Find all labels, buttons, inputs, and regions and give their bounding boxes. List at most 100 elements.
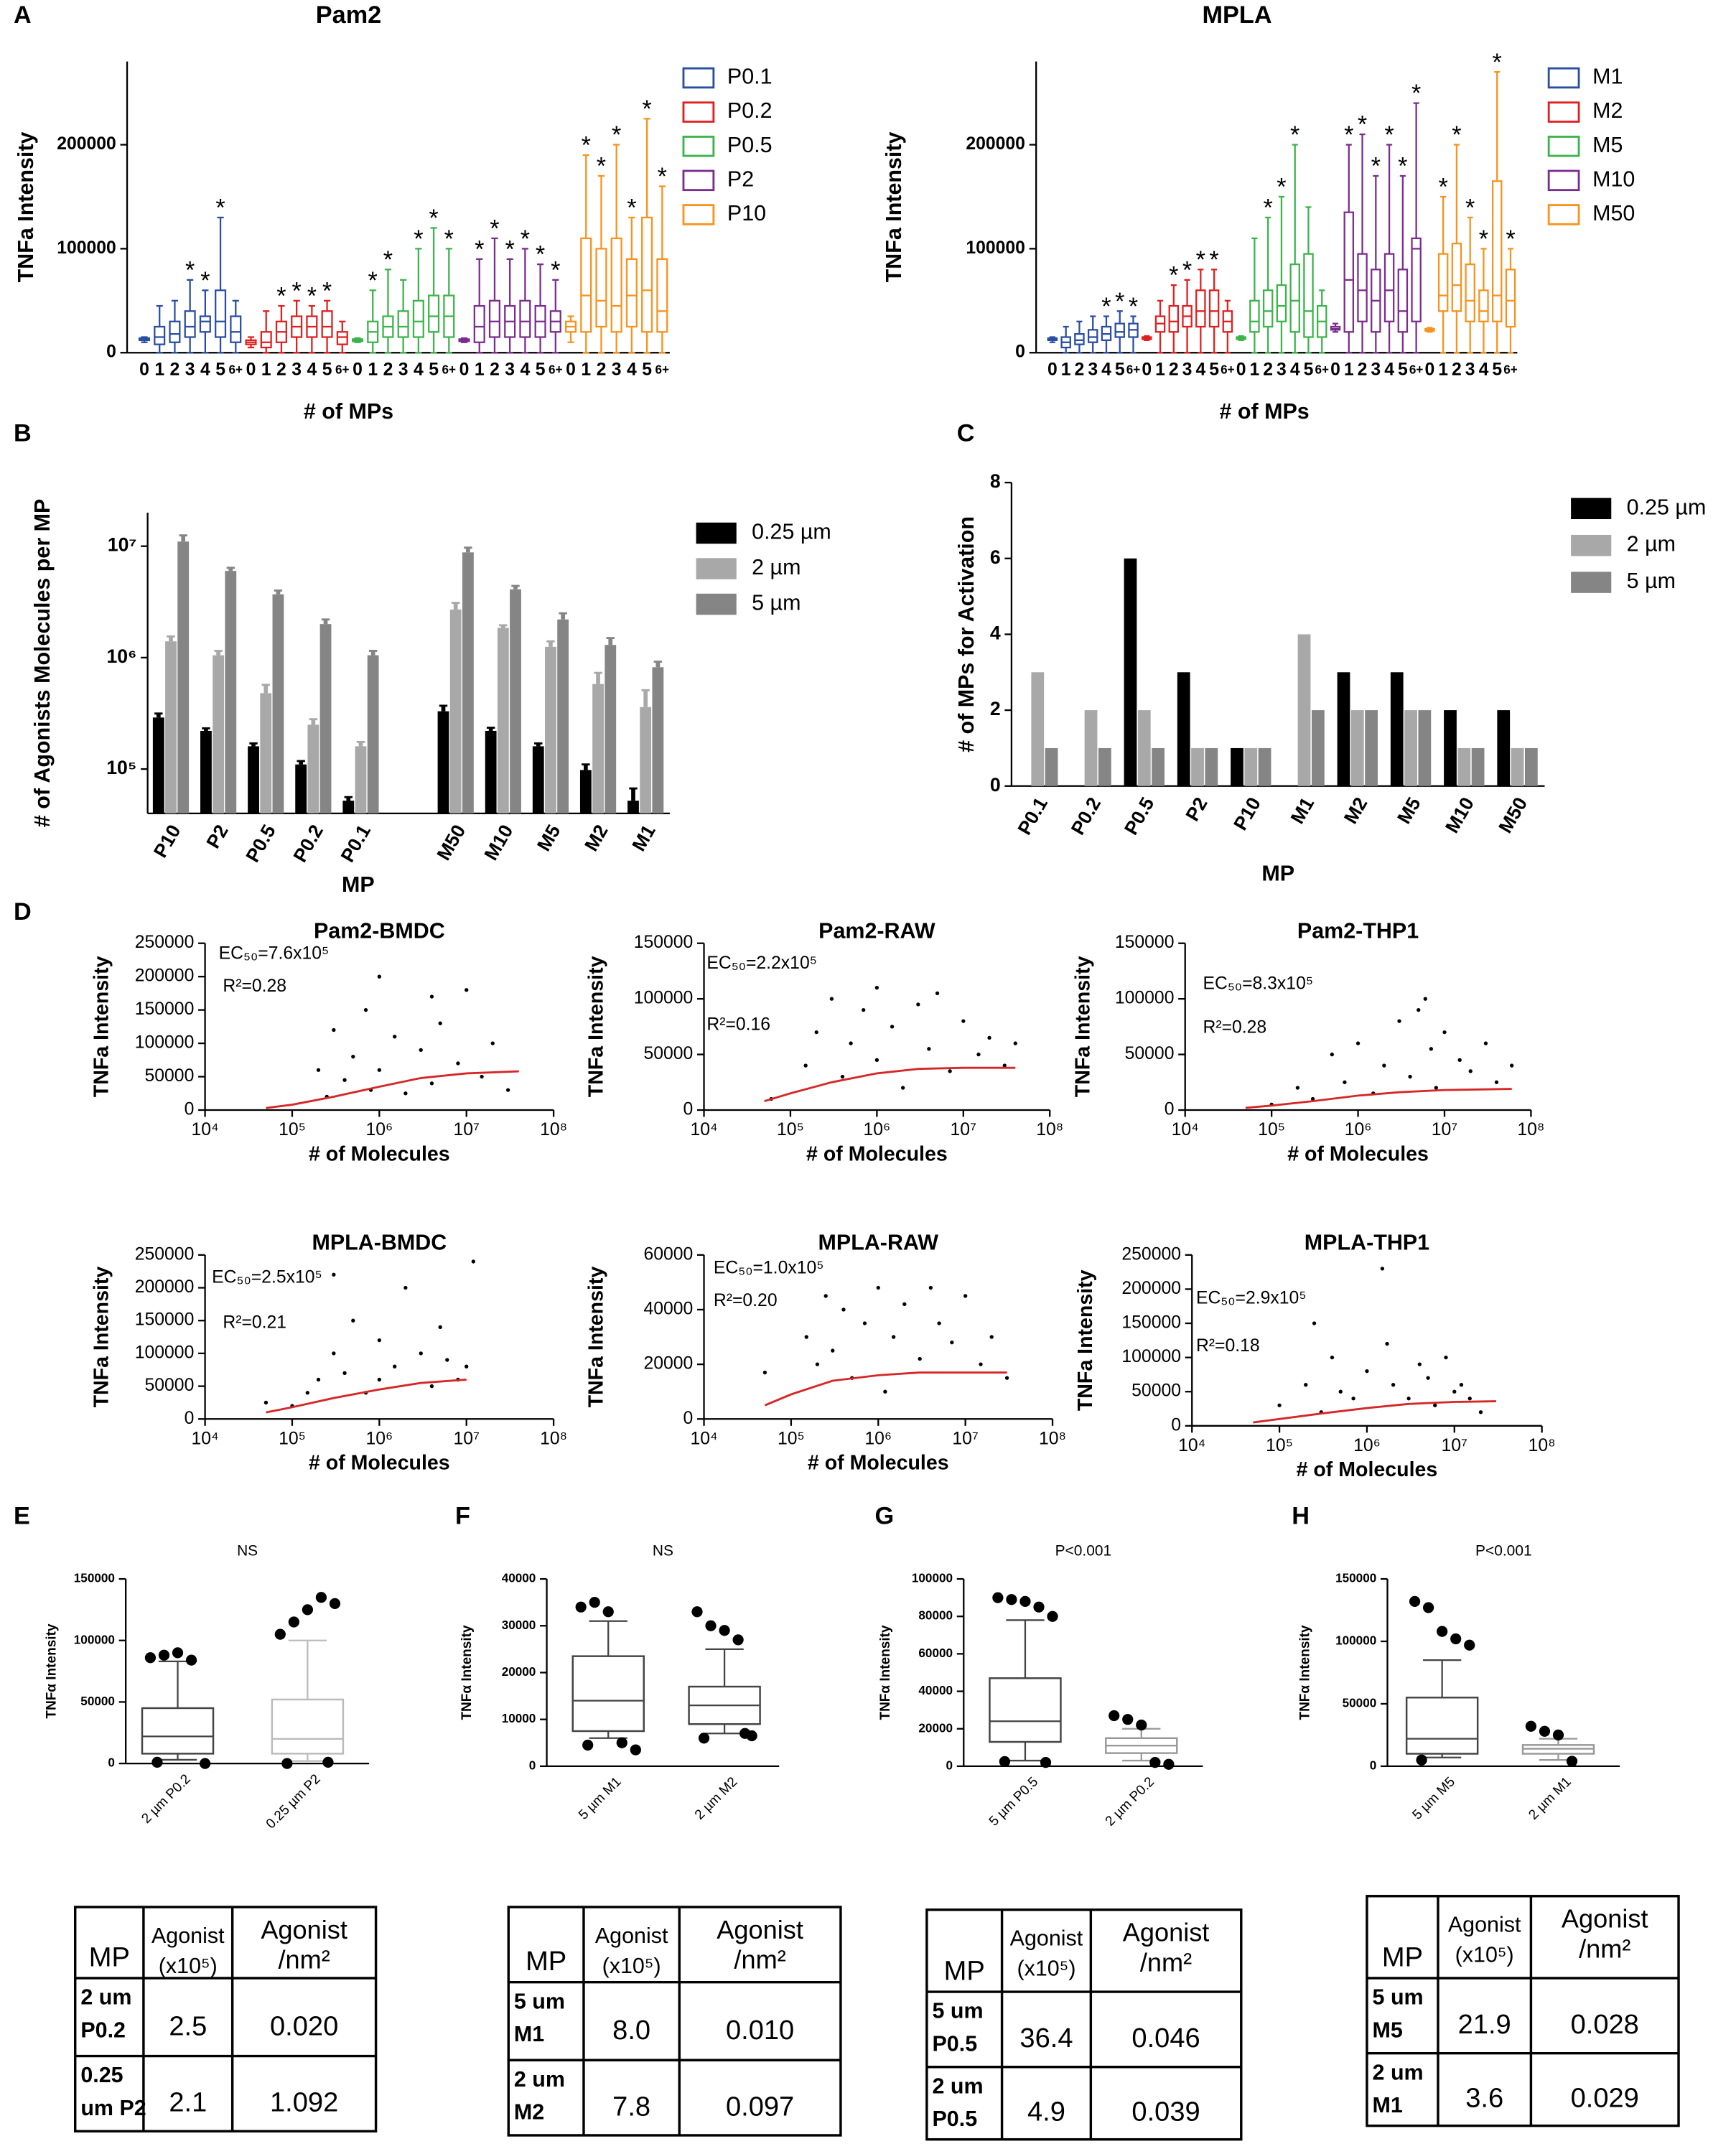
bar bbox=[510, 589, 521, 814]
bar bbox=[485, 730, 497, 814]
legend-swatch bbox=[1571, 534, 1612, 556]
table-cell: M1 bbox=[1373, 2093, 1403, 2117]
fit-curve bbox=[1245, 1088, 1512, 1109]
x-tick-label: 5 bbox=[1115, 360, 1125, 380]
bar bbox=[152, 717, 164, 814]
significance-star: * bbox=[582, 132, 591, 159]
table-cell: 2 um bbox=[514, 2067, 565, 2092]
outlier bbox=[1539, 1725, 1551, 1737]
point bbox=[419, 1351, 423, 1356]
bar bbox=[177, 541, 190, 814]
outlier bbox=[582, 1739, 594, 1751]
y-tick-label: 0 bbox=[946, 1758, 953, 1772]
significance-star: * bbox=[551, 256, 560, 284]
outlier bbox=[992, 1592, 1004, 1603]
outlier bbox=[739, 1728, 751, 1739]
significance-star: * bbox=[368, 267, 378, 294]
annotation: EC₅₀=2.2x10⁵ bbox=[706, 954, 817, 973]
table-header: /nm² bbox=[278, 1945, 330, 1975]
panel-letter: G bbox=[875, 1502, 895, 1529]
table-cell: 36.4 bbox=[1019, 2023, 1073, 2054]
chart-title: NS bbox=[653, 1543, 673, 1560]
chart-title: Pam2 bbox=[316, 1, 381, 29]
point bbox=[874, 1058, 879, 1062]
y-tick-label: 50000 bbox=[1125, 1044, 1175, 1063]
y-axis-label: TNFα Intensity bbox=[878, 1625, 893, 1720]
y-tick-label: 200000 bbox=[966, 134, 1025, 154]
x-tick-label: 1 bbox=[581, 360, 591, 380]
table-cell: 2 um bbox=[1373, 2060, 1424, 2084]
y-tick-label: 100000 bbox=[74, 1632, 115, 1646]
y-tick-label: 150000 bbox=[1115, 933, 1175, 952]
panel-letter: E bbox=[14, 1502, 30, 1529]
legend-label: M1 bbox=[1592, 65, 1623, 89]
point bbox=[1310, 1096, 1315, 1101]
outlier bbox=[1422, 1602, 1434, 1613]
point bbox=[876, 1285, 880, 1290]
legend-swatch bbox=[1547, 101, 1580, 123]
table-cell: P0.2 bbox=[80, 2018, 126, 2042]
chart-title: P<0.001 bbox=[1475, 1543, 1532, 1560]
y-tick-label: 100000 bbox=[912, 1571, 953, 1585]
table-cell: 7.8 bbox=[612, 2092, 650, 2122]
box bbox=[1383, 253, 1395, 322]
x-tick-label: 10⁸ bbox=[1036, 1120, 1063, 1139]
bar bbox=[1311, 710, 1325, 786]
outlier bbox=[172, 1647, 184, 1659]
point bbox=[480, 1074, 484, 1079]
box bbox=[321, 310, 333, 338]
table-header: /nm² bbox=[1140, 1948, 1192, 1977]
point bbox=[1417, 1007, 1421, 1012]
point bbox=[829, 997, 834, 1001]
box bbox=[1276, 284, 1287, 322]
outlier bbox=[589, 1597, 600, 1608]
point bbox=[804, 1335, 808, 1339]
x-axis-label: # of Molecules bbox=[806, 1142, 948, 1165]
x-tick-label: 10⁵ bbox=[279, 1429, 306, 1448]
outlier bbox=[1006, 1594, 1017, 1605]
table-header: Agonist bbox=[151, 1924, 225, 1948]
x-tick-label: 6+ bbox=[1503, 363, 1518, 377]
outlier bbox=[630, 1744, 641, 1756]
table-cell: M5 bbox=[1373, 2018, 1403, 2042]
point bbox=[471, 1259, 475, 1264]
x-tick-label: 10⁴ bbox=[690, 1429, 717, 1448]
point bbox=[1365, 1369, 1369, 1374]
bar bbox=[1258, 747, 1271, 786]
x-tick-label: 2 bbox=[490, 360, 500, 380]
significance-star: * bbox=[1493, 49, 1502, 76]
table-border bbox=[507, 1906, 842, 2137]
y-tick-label: 10⁵ bbox=[106, 757, 136, 778]
x-tick-label: 1 bbox=[154, 360, 164, 380]
y-tick-label: 150000 bbox=[1335, 1571, 1376, 1585]
legend-label: 2 µm bbox=[752, 555, 801, 579]
significance-star: * bbox=[1344, 121, 1353, 149]
table-cell: 2 um bbox=[932, 2074, 983, 2098]
table-header: Agonist bbox=[1448, 1913, 1521, 1937]
legend-swatch bbox=[1547, 204, 1580, 225]
point bbox=[1452, 1389, 1457, 1394]
bar bbox=[1177, 672, 1190, 786]
x-tick-label: 5 bbox=[642, 360, 652, 380]
point bbox=[950, 1341, 954, 1345]
y-tick-label: 60000 bbox=[918, 1646, 953, 1660]
point bbox=[927, 1047, 931, 1051]
legend-label: 0.25 µm bbox=[752, 520, 831, 544]
y-tick-label: 6 bbox=[990, 546, 1001, 568]
x-tick-label: 5 bbox=[429, 360, 439, 380]
x-tick-label: 2 bbox=[1358, 360, 1368, 380]
bar bbox=[1418, 710, 1432, 786]
box bbox=[610, 237, 622, 333]
x-tick-label: 10⁸ bbox=[540, 1120, 567, 1139]
point bbox=[849, 1041, 853, 1045]
y-tick-label: 40000 bbox=[918, 1683, 953, 1697]
significance-star: * bbox=[1452, 121, 1461, 149]
y-tick-label: 50000 bbox=[1131, 1381, 1181, 1401]
outlier bbox=[1047, 1610, 1058, 1622]
box bbox=[641, 216, 653, 333]
annotation: EC₅₀=7.6x10⁵ bbox=[219, 943, 330, 963]
point bbox=[351, 1055, 355, 1059]
chart-title: P<0.001 bbox=[1055, 1543, 1112, 1560]
bar bbox=[592, 684, 604, 814]
x-tick-label: 10⁵ bbox=[778, 1429, 805, 1448]
